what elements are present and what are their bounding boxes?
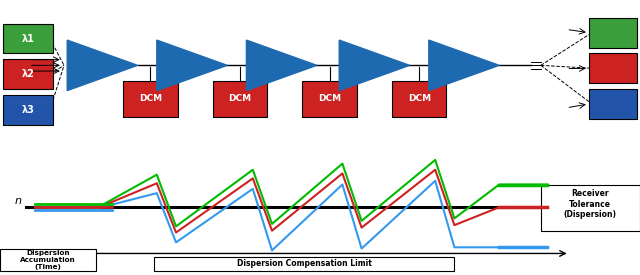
- Text: n: n: [14, 196, 21, 206]
- Text: DCM: DCM: [408, 94, 431, 103]
- FancyBboxPatch shape: [212, 81, 268, 117]
- Text: Dispersion
Accumulation
(Time): Dispersion Accumulation (Time): [20, 250, 76, 270]
- FancyBboxPatch shape: [541, 185, 640, 231]
- Text: λ1: λ1: [22, 34, 35, 44]
- Polygon shape: [157, 40, 227, 90]
- Text: DCM: DCM: [228, 94, 252, 103]
- FancyBboxPatch shape: [0, 249, 96, 271]
- Polygon shape: [339, 40, 410, 90]
- FancyBboxPatch shape: [154, 257, 454, 271]
- FancyBboxPatch shape: [392, 81, 447, 117]
- Text: Dispersion Compensation Limit: Dispersion Compensation Limit: [237, 259, 371, 268]
- FancyBboxPatch shape: [3, 95, 53, 125]
- Text: DCM: DCM: [139, 94, 162, 103]
- Text: λ3: λ3: [22, 105, 35, 115]
- Polygon shape: [67, 40, 138, 90]
- FancyBboxPatch shape: [123, 81, 177, 117]
- Text: λ2: λ2: [22, 69, 35, 79]
- Polygon shape: [246, 40, 317, 90]
- Polygon shape: [429, 40, 499, 90]
- FancyBboxPatch shape: [303, 81, 357, 117]
- FancyBboxPatch shape: [589, 89, 637, 119]
- FancyBboxPatch shape: [589, 18, 637, 48]
- Text: DCM: DCM: [318, 94, 341, 103]
- Text: Receiver
Tolerance
(Dispersion): Receiver Tolerance (Dispersion): [564, 189, 616, 219]
- FancyBboxPatch shape: [3, 59, 53, 89]
- FancyBboxPatch shape: [589, 53, 637, 83]
- FancyBboxPatch shape: [3, 24, 53, 53]
